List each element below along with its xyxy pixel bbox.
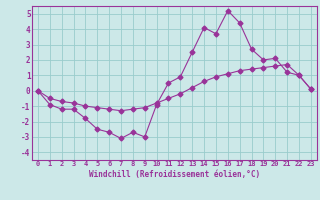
X-axis label: Windchill (Refroidissement éolien,°C): Windchill (Refroidissement éolien,°C) — [89, 170, 260, 179]
